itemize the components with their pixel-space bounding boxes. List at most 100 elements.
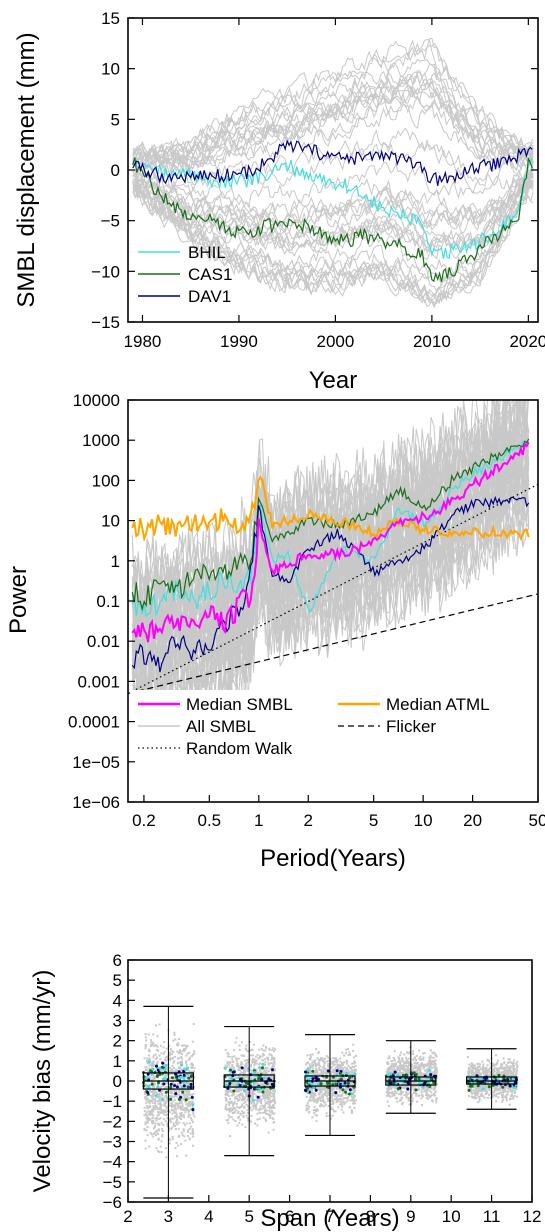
scatter-point bbox=[420, 1089, 423, 1092]
scatter-point bbox=[236, 1095, 238, 1098]
scatter-point bbox=[154, 1117, 157, 1120]
scatter-point bbox=[173, 1060, 176, 1063]
scatter-point bbox=[183, 1088, 186, 1091]
scatter-point bbox=[237, 1068, 240, 1071]
scatter-point bbox=[228, 1066, 231, 1069]
scatter-point bbox=[506, 1065, 509, 1068]
scatter-point bbox=[334, 1067, 337, 1070]
scatter-point bbox=[235, 1087, 238, 1089]
scatter-point bbox=[271, 1065, 274, 1068]
scatter-point bbox=[484, 1084, 487, 1087]
scatter-point bbox=[159, 1145, 162, 1148]
scatter-point bbox=[484, 1090, 487, 1093]
scatter-point bbox=[346, 1062, 349, 1065]
scatter-point bbox=[497, 1070, 500, 1073]
scatter-point bbox=[233, 1066, 235, 1069]
scatter-point bbox=[185, 1103, 188, 1106]
scatter-point bbox=[148, 1093, 151, 1096]
scatter-point bbox=[344, 1077, 347, 1080]
scatter-point bbox=[349, 1099, 352, 1102]
scatter-point bbox=[170, 1117, 173, 1120]
scatter-point bbox=[183, 1116, 186, 1119]
scatter-point bbox=[177, 1144, 180, 1147]
scatter-point bbox=[144, 1036, 147, 1039]
scatter-point bbox=[177, 1127, 180, 1130]
highlight-point bbox=[307, 1077, 311, 1081]
scatter-point bbox=[175, 1114, 178, 1117]
scatter-point bbox=[498, 1072, 501, 1075]
scatter-point bbox=[225, 1108, 228, 1111]
highlight-point bbox=[338, 1071, 342, 1075]
scatter-point bbox=[233, 1084, 236, 1087]
scatter-point bbox=[250, 1064, 252, 1067]
scatter-point bbox=[434, 1090, 437, 1093]
scatter-point bbox=[191, 1100, 194, 1103]
scatter-point bbox=[310, 1071, 313, 1073]
highlight-point bbox=[173, 1084, 177, 1088]
scatter-point bbox=[148, 1118, 151, 1121]
scatter-point bbox=[172, 1057, 174, 1060]
scatter-point bbox=[262, 1116, 265, 1119]
scatter-point bbox=[492, 1062, 495, 1065]
scatter-point bbox=[230, 1109, 233, 1112]
scatter-point bbox=[174, 1055, 177, 1058]
scatter-point bbox=[271, 1098, 274, 1101]
scatter-point bbox=[161, 1130, 164, 1132]
scatter-point bbox=[305, 1104, 308, 1107]
scatter-point bbox=[264, 1102, 267, 1105]
scatter-point bbox=[246, 1092, 249, 1094]
scatter-point bbox=[405, 1082, 408, 1085]
scatter-point bbox=[494, 1054, 497, 1057]
scatter-point bbox=[264, 1109, 266, 1112]
scatter-point bbox=[187, 1104, 190, 1107]
scatter-point bbox=[187, 1108, 190, 1111]
scatter-point bbox=[173, 1089, 176, 1092]
scatter-point bbox=[247, 1084, 250, 1087]
highlight-point bbox=[304, 1089, 308, 1093]
scatter-point bbox=[340, 1108, 343, 1111]
scatter-point bbox=[234, 1120, 237, 1122]
scatter-point bbox=[516, 1060, 519, 1063]
scatter-point bbox=[224, 1106, 227, 1109]
scatter-point bbox=[501, 1100, 504, 1103]
scatter-point bbox=[166, 1074, 169, 1077]
scatter-point bbox=[227, 1089, 230, 1092]
y-tick-label: 0.1 bbox=[96, 592, 120, 611]
scatter-point bbox=[339, 1060, 342, 1063]
scatter-point bbox=[248, 1101, 251, 1104]
scatter-point bbox=[243, 1111, 246, 1114]
scatter-point bbox=[232, 1118, 235, 1121]
scatter-point bbox=[309, 1058, 312, 1061]
highlight-point bbox=[229, 1068, 232, 1072]
scatter-point bbox=[428, 1071, 431, 1073]
scatter-point bbox=[398, 1093, 401, 1096]
scatter-point bbox=[189, 1073, 192, 1076]
scatter-point bbox=[252, 1085, 254, 1088]
scatter-point bbox=[226, 1093, 229, 1096]
scatter-point bbox=[499, 1088, 502, 1091]
scatter-point bbox=[430, 1085, 433, 1088]
scatter-point bbox=[173, 1093, 176, 1096]
scatter-point bbox=[175, 1095, 178, 1098]
highlight-point bbox=[417, 1077, 421, 1081]
scatter-point bbox=[169, 1053, 172, 1056]
scatter-point bbox=[175, 1120, 178, 1123]
scatter-point bbox=[433, 1062, 436, 1065]
scatter-point bbox=[148, 1067, 151, 1070]
scatter-point bbox=[271, 1056, 274, 1059]
scatter-point bbox=[387, 1090, 390, 1093]
scatter-point bbox=[191, 1121, 194, 1124]
scatter-point bbox=[150, 1113, 153, 1116]
scatter-point bbox=[168, 1066, 171, 1069]
scatter-point bbox=[319, 1057, 322, 1060]
scatter-point bbox=[405, 1058, 408, 1061]
scatter-point bbox=[188, 1127, 191, 1130]
scatter-point bbox=[511, 1084, 514, 1087]
scatter-point bbox=[156, 1056, 158, 1059]
scatter-point bbox=[511, 1074, 514, 1077]
scatter-point bbox=[233, 1111, 236, 1114]
scatter-point bbox=[354, 1099, 357, 1102]
scatter-point bbox=[477, 1072, 480, 1075]
scatter-point bbox=[486, 1064, 489, 1067]
scatter-point bbox=[321, 1088, 324, 1091]
